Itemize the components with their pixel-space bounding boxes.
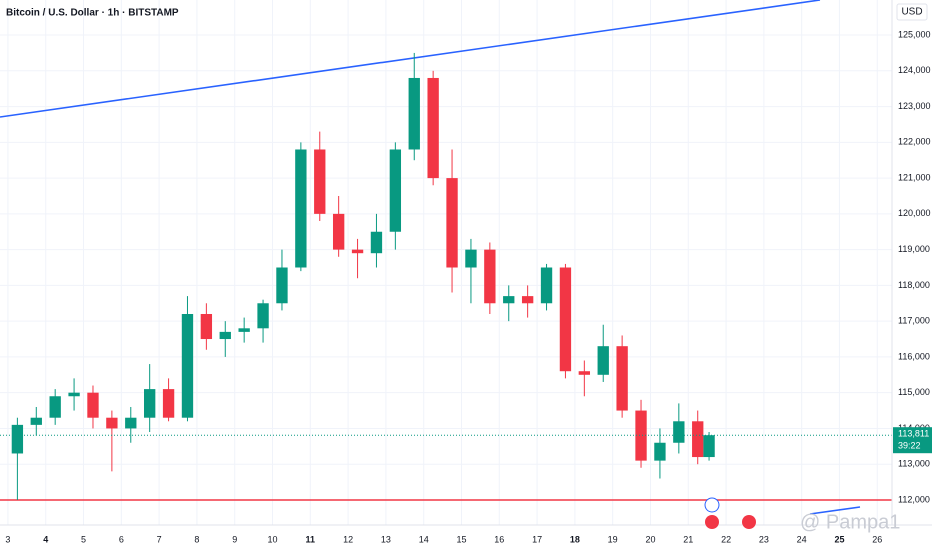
x-tick-label: 4 (43, 534, 48, 544)
x-tick-label: 20 (645, 534, 655, 544)
x-tick-label: 8 (194, 534, 199, 544)
candle-body (635, 410, 647, 461)
candle-body (673, 421, 685, 443)
x-tick-label: 12 (343, 534, 353, 544)
x-tick-label: 10 (268, 534, 278, 544)
candle-body (446, 178, 458, 268)
x-tick-label: 21 (683, 534, 693, 544)
x-tick-label: 22 (721, 534, 731, 544)
candle-body (87, 392, 99, 418)
candle-body (257, 303, 269, 329)
y-tick-label: 118,000 (898, 280, 930, 290)
x-tick-label: 13 (381, 534, 391, 544)
candle-body (68, 392, 80, 397)
last-price-box (893, 427, 932, 454)
watermark: @ Pampa1 (800, 511, 900, 533)
last-price-label: 113,811 (898, 429, 929, 439)
countdown: 39:22 (898, 441, 921, 451)
currency-box[interactable] (896, 3, 928, 21)
candle-body (578, 371, 591, 375)
event-icon[interactable] (704, 497, 720, 513)
x-tick-label: 7 (157, 534, 162, 544)
candle-body (314, 149, 326, 214)
candle-body (465, 249, 477, 268)
y-tick-label: 116,000 (898, 351, 930, 361)
currency: USD (901, 7, 922, 18)
candle-body (521, 296, 534, 304)
candle-body (692, 421, 704, 458)
chart-title: Bitcoin / U.S. Dollar · 1h · BITSTAMP (6, 8, 179, 19)
candle-body (703, 435, 715, 458)
trend-line-lower (809, 506, 861, 515)
grid (0, 0, 892, 525)
candle-body (351, 249, 364, 254)
x-tick-label: 6 (119, 534, 124, 544)
x-tick-label: 16 (494, 534, 504, 544)
candle-body (427, 77, 439, 179)
x-tick-label: 3 (5, 534, 10, 544)
y-tick-label: 117,000 (898, 316, 930, 326)
y-tick-label: 121,000 (898, 172, 931, 182)
candle-body (503, 296, 515, 304)
candle-body (332, 213, 345, 250)
x-tick-label: 14 (419, 534, 429, 544)
candle-body (162, 389, 175, 418)
candle-body (408, 77, 420, 150)
y-tick-label: 123,000 (898, 101, 931, 111)
x-tick-label: 25 (834, 534, 844, 544)
candle-body (200, 313, 213, 340)
candle-body (295, 149, 307, 268)
y-tick-label: 124,000 (898, 65, 931, 75)
x-tick-label: 17 (532, 534, 542, 544)
x-tick-label: 9 (232, 534, 237, 544)
flag-icon[interactable] (742, 515, 756, 529)
candle-body (370, 231, 383, 254)
y-tick-label: 120,000 (898, 208, 931, 218)
candle-body (219, 331, 231, 340)
candle-body (181, 313, 194, 418)
candle-body (616, 346, 628, 411)
y-tick-label: 119,000 (898, 244, 930, 254)
x-tick-label: 26 (872, 534, 882, 544)
x-tick-label: 24 (797, 534, 807, 544)
x-tick-label: 5 (81, 534, 86, 544)
candle-body (11, 424, 24, 454)
candle-body (654, 442, 666, 461)
y-tick-label: 113,000 (898, 459, 930, 469)
candle-body (238, 328, 250, 332)
trend-line (0, 0, 821, 118)
candle-body (106, 417, 118, 429)
x-tick-label: 18 (570, 534, 580, 544)
x-tick-label: 11 (306, 534, 316, 544)
y-tick-label: 122,000 (898, 137, 931, 147)
candle-body (125, 417, 137, 429)
x-tick-label: 19 (608, 534, 618, 544)
y-tick-label: 112,000 (898, 494, 930, 504)
y-tick-label: 115,000 (898, 387, 930, 397)
x-tick-label: 15 (456, 534, 466, 544)
candle-body (30, 417, 42, 425)
candle-body (597, 346, 609, 375)
candle-body (49, 396, 61, 418)
candles (0, 52, 892, 500)
x-tick-label: 23 (759, 534, 769, 544)
flag-icon[interactable] (705, 515, 719, 529)
candle-body (559, 267, 572, 372)
y-tick-label: 125,000 (898, 29, 931, 39)
candle-body (144, 389, 156, 418)
candle-body (484, 249, 496, 304)
candle-body (276, 267, 288, 304)
candle-body (540, 267, 553, 304)
candle-body (389, 149, 402, 232)
